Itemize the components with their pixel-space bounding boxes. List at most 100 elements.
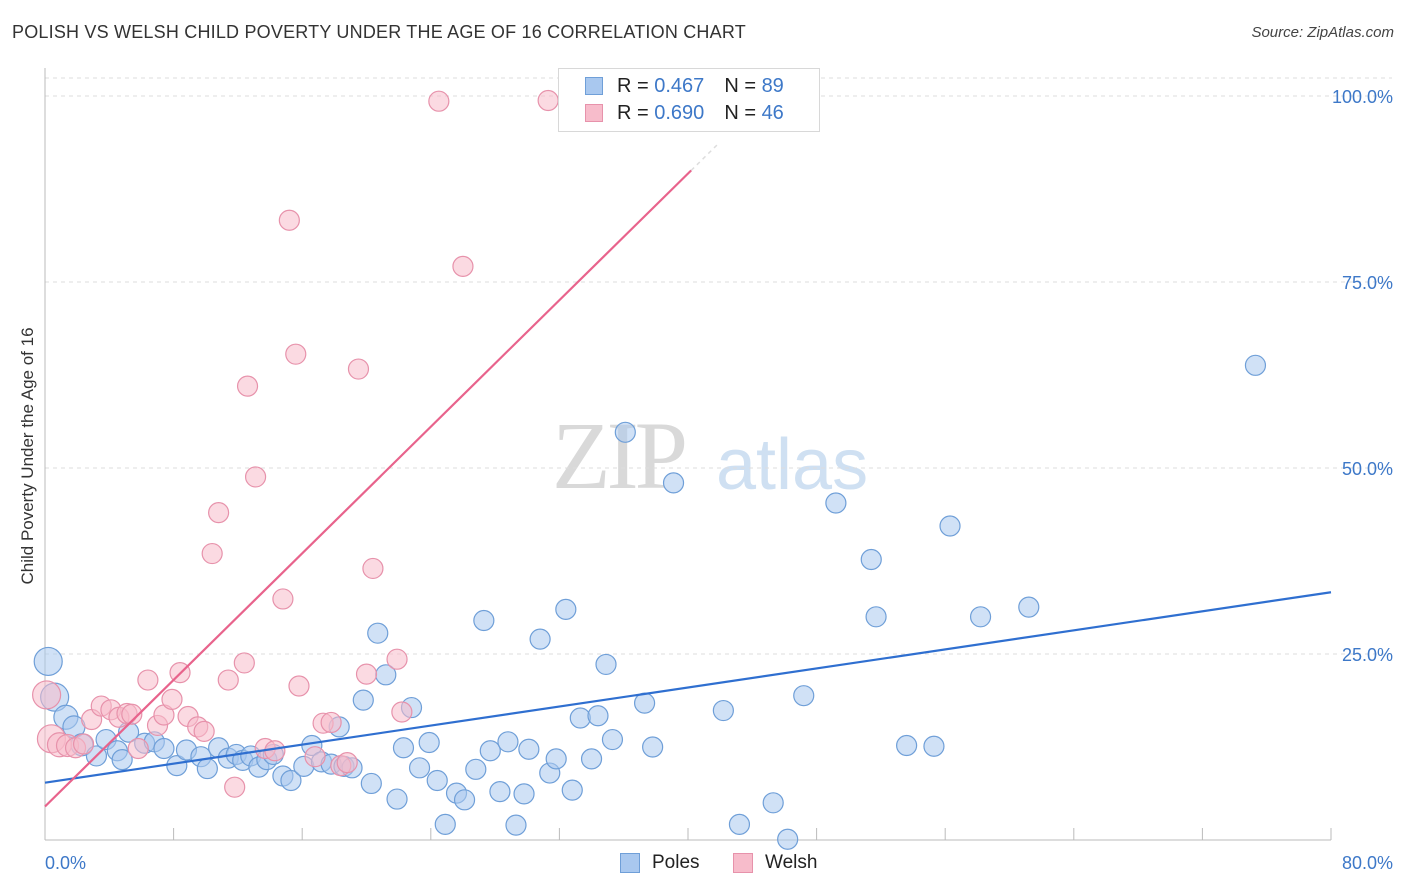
welsh-point-34 bbox=[304, 746, 326, 768]
welsh-point-39 bbox=[347, 358, 370, 380]
welsh-point-27 bbox=[244, 466, 267, 488]
poles-point-52 bbox=[505, 814, 527, 836]
poles-point-48 bbox=[473, 609, 495, 632]
welsh-point-16 bbox=[161, 688, 183, 710]
welsh-n-label: N = bbox=[724, 101, 756, 124]
welsh-point-36 bbox=[320, 711, 342, 734]
welsh-point-11 bbox=[121, 703, 143, 725]
trend-lines bbox=[44, 144, 1332, 808]
x-tick-label-1: 80.0% bbox=[1342, 853, 1393, 873]
poles-point-70 bbox=[728, 813, 751, 835]
poles-point-55 bbox=[529, 628, 551, 650]
legend-row-welsh: R = 0.690 N = 46 bbox=[585, 100, 784, 126]
poles-point-46 bbox=[453, 789, 476, 811]
poles-point-49 bbox=[479, 740, 501, 762]
welsh-point-12 bbox=[127, 737, 149, 760]
welsh-point-33 bbox=[288, 675, 310, 697]
bottom-legend-poles: Poles bbox=[620, 852, 700, 874]
poles-point-38 bbox=[386, 788, 408, 810]
bottom-legend-welsh: Welsh bbox=[733, 852, 817, 874]
welsh-point-42 bbox=[386, 648, 408, 670]
poles-point-26 bbox=[280, 769, 302, 792]
welsh-point-26 bbox=[236, 375, 259, 397]
y-tick-label-0: 25.0% bbox=[1342, 645, 1393, 665]
poles-point-80 bbox=[969, 606, 992, 628]
poles-point-71 bbox=[762, 792, 784, 814]
welsh-point-40 bbox=[355, 663, 378, 685]
bottom-poles-swatch bbox=[620, 853, 640, 873]
poles-point-59 bbox=[561, 779, 583, 801]
poles-n-label: N = bbox=[724, 74, 756, 97]
poles-point-73 bbox=[793, 685, 815, 707]
y-tick-label-1: 50.0% bbox=[1342, 459, 1393, 479]
poles-point-39 bbox=[392, 737, 415, 759]
poles-point-34 bbox=[352, 689, 374, 711]
welsh-swatch bbox=[585, 104, 603, 122]
poles-point-60 bbox=[569, 707, 591, 729]
bottom-welsh-label: Welsh bbox=[765, 852, 818, 873]
welsh-point-20 bbox=[193, 720, 215, 742]
poles-point-44 bbox=[434, 813, 456, 835]
poles-point-16 bbox=[196, 757, 218, 780]
poles-point-74 bbox=[825, 492, 847, 514]
chart-title: POLISH VS WELSH CHILD POVERTY UNDER THE … bbox=[12, 22, 746, 42]
poles-point-65 bbox=[614, 421, 636, 443]
poles-point-61 bbox=[580, 748, 603, 770]
welsh-point-0 bbox=[32, 680, 62, 710]
watermark-zip: ZIP bbox=[552, 402, 688, 509]
poles-point-54 bbox=[518, 738, 540, 760]
poles-r-value: 0.467 bbox=[654, 74, 705, 97]
legend-row-poles: R = 0.467 N = 89 bbox=[585, 73, 784, 99]
poles-swatch bbox=[585, 77, 603, 95]
welsh-point-32 bbox=[285, 343, 307, 365]
poles-point-36 bbox=[367, 622, 389, 644]
welsh-point-46 bbox=[537, 89, 559, 112]
y-tick-label-2: 75.0% bbox=[1342, 273, 1393, 293]
welsh-point-43 bbox=[391, 701, 413, 723]
poles-point-63 bbox=[595, 653, 617, 676]
poles-point-12 bbox=[153, 737, 175, 760]
poles-point-78 bbox=[923, 735, 945, 757]
welsh-point-30 bbox=[272, 588, 294, 610]
poles-r-label: R = bbox=[617, 74, 649, 97]
tick-labels: 25.0% 50.0% 75.0% 100.0% 0.0% 80.0% bbox=[45, 87, 1393, 873]
poles-point-67 bbox=[642, 736, 664, 758]
poles-point-57 bbox=[545, 748, 567, 770]
poles-point-62 bbox=[587, 705, 609, 727]
poles-point-58 bbox=[555, 598, 577, 620]
source-note: Source: ZipAtlas.com bbox=[1251, 24, 1394, 41]
poles-point-66 bbox=[633, 692, 656, 714]
welsh-point-44 bbox=[428, 90, 450, 112]
welsh-point-24 bbox=[224, 776, 246, 798]
welsh-point-25 bbox=[233, 652, 255, 674]
poles-point-53 bbox=[513, 783, 535, 805]
x-tick-label-0: 0.0% bbox=[45, 853, 86, 873]
poles-point-43 bbox=[426, 769, 448, 792]
poles-n-value: 89 bbox=[761, 74, 784, 97]
poles-point-41 bbox=[408, 757, 431, 779]
poles-point-64 bbox=[601, 728, 624, 751]
welsh-trend-extension bbox=[690, 144, 718, 171]
axes bbox=[44, 68, 1332, 841]
poles-point-77 bbox=[896, 734, 918, 757]
bottom-welsh-swatch bbox=[733, 853, 753, 873]
welsh-point-31 bbox=[278, 209, 300, 231]
poles-point-81 bbox=[1018, 596, 1040, 618]
welsh-point-45 bbox=[452, 255, 474, 277]
poles-point-8 bbox=[111, 749, 133, 771]
grid-lines bbox=[45, 77, 1392, 655]
poles-point-82 bbox=[1244, 354, 1267, 376]
series-welsh-points bbox=[32, 89, 559, 798]
bottom-poles-label: Poles bbox=[652, 852, 700, 873]
welsh-point-5 bbox=[72, 733, 95, 755]
welsh-r-label: R = bbox=[617, 101, 649, 124]
series-poles-points bbox=[33, 354, 1267, 850]
y-tick-label-3: 100.0% bbox=[1332, 87, 1393, 107]
poles-point-35 bbox=[360, 772, 382, 795]
poles-point-79 bbox=[939, 515, 961, 537]
poles-point-50 bbox=[489, 781, 511, 803]
poles-trend-line bbox=[44, 591, 1332, 784]
welsh-point-21 bbox=[201, 542, 223, 565]
poles-point-75 bbox=[860, 548, 882, 571]
